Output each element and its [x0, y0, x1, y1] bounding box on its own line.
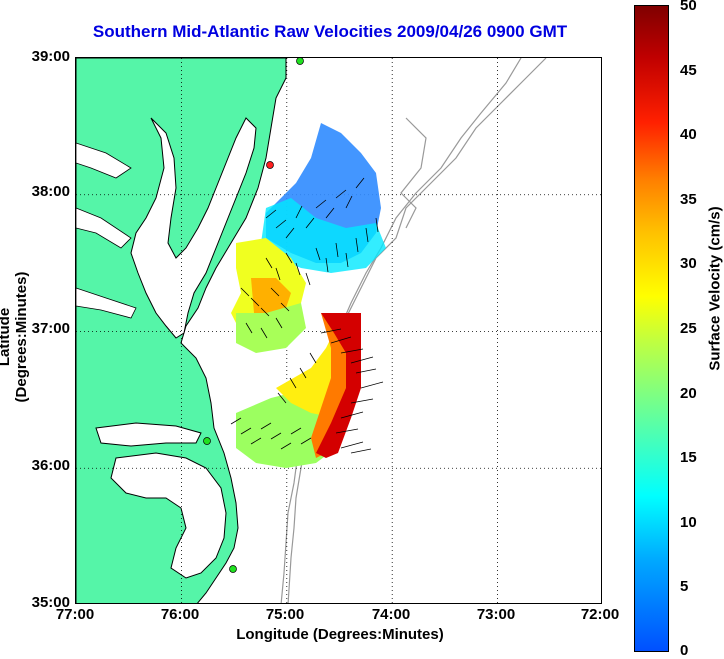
y-axis-label: Latitude (Degrees:Minutes): [0, 271, 30, 403]
x-axis-label: Longitude (Degrees:Minutes): [236, 626, 444, 643]
velocity-patch-north-cyan: [261, 198, 386, 273]
colorbar-tick-0: 50: [680, 0, 697, 14]
colorbar-tick-10: 0: [680, 642, 689, 659]
bay-inlet-1: [76, 142, 132, 179]
ytick-label-1: 38:00: [31, 183, 70, 200]
albemarle-sound: [95, 422, 202, 447]
ytick-label-3: 36:00: [31, 457, 70, 474]
map-title: Southern Mid-Atlantic Raw Velocities 200…: [92, 22, 568, 41]
velocity-arrows: [230, 177, 384, 454]
xtick-label-2: 75:00: [265, 606, 305, 623]
station-marker-3[interactable]: [203, 437, 211, 445]
xtick-label-3: 74:00: [371, 606, 411, 623]
colorbar-tick-7: 15: [680, 449, 697, 466]
colorbar-tick-2: 40: [680, 126, 697, 143]
ytick-label-0: 39:00: [31, 48, 70, 65]
station-marker-2[interactable]: [266, 161, 274, 169]
bay-inlet-3: [76, 287, 137, 319]
map-plot-area[interactable]: [75, 57, 602, 604]
ytick-label-2: 37:00: [31, 320, 70, 337]
map-svg: [76, 58, 601, 603]
xtick-label-0: 77:00: [55, 606, 95, 623]
pamlico-sound: [110, 452, 227, 579]
station-marker-1[interactable]: [296, 58, 304, 65]
station-marker-4[interactable]: [229, 565, 237, 573]
bathymetry-contour-1: [287, 58, 547, 603]
xtick-label-5: 72:00: [580, 606, 620, 623]
colorbar-tick-3: 35: [680, 191, 697, 208]
colorbar-tick-5: 25: [680, 320, 697, 337]
xtick-label-4: 73:00: [476, 606, 516, 623]
xtick-label-1: 76:00: [160, 606, 200, 623]
bay-inlet-2: [76, 207, 132, 249]
colorbar-tick-4: 30: [680, 255, 697, 272]
colorbar-tick-9: 5: [680, 578, 689, 595]
velocity-patch-south-red: [316, 313, 361, 458]
colorbar-label: Surface Velocity (cm/s): [706, 206, 724, 371]
colorbar: [634, 5, 669, 652]
ytick-label-4: 35:00: [31, 594, 70, 611]
velocity-patch-north-green: [236, 303, 306, 353]
colorbar-tick-6: 20: [680, 385, 697, 402]
bathymetry-contour-3: [400, 117, 427, 229]
colorbar-tick-8: 10: [680, 514, 697, 531]
colorbar-tick-1: 45: [680, 62, 697, 79]
chesapeake-bay: [130, 117, 257, 339]
